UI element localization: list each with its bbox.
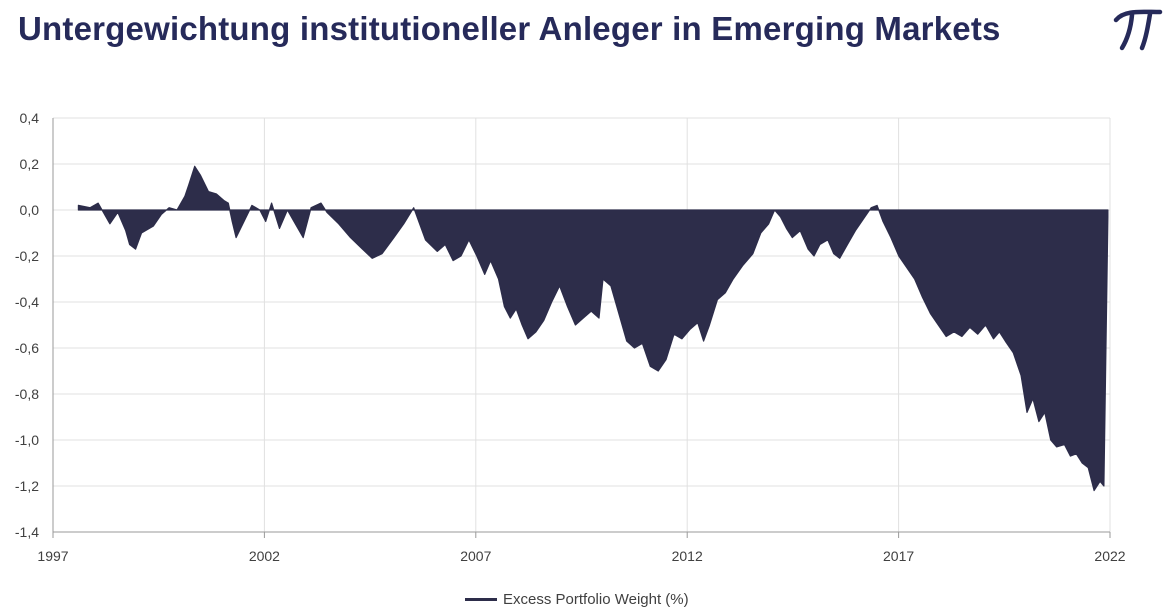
y-tick-label: 0,2 — [20, 156, 40, 172]
y-tick-label: 0,4 — [20, 110, 40, 126]
y-tick-label: -0,2 — [15, 248, 39, 264]
x-tick-label: 2022 — [1094, 548, 1125, 564]
x-tick-label: 1997 — [37, 548, 68, 564]
x-tick-label: 2007 — [460, 548, 491, 564]
y-tick-label: -0,8 — [15, 386, 39, 402]
y-tick-label: -1,2 — [15, 478, 39, 494]
y-tick-label: -0,6 — [15, 340, 39, 356]
legend: Excess Portfolio Weight (%) — [465, 589, 689, 609]
y-tick-label: 0,0 — [20, 202, 40, 218]
chart-title: Untergewichtung institutioneller Anleger… — [18, 10, 1001, 47]
series-area-excess-portfolio-weight — [77, 165, 1109, 492]
x-tick-label: 2002 — [249, 548, 280, 564]
y-tick-label: -1,0 — [15, 432, 39, 448]
x-tick-label: 2017 — [883, 548, 914, 564]
legend-label: Excess Portfolio Weight (%) — [503, 590, 689, 608]
y-tick-label: -1,4 — [15, 524, 39, 540]
pi-logo-icon — [1113, 9, 1163, 51]
x-tick-label: 2012 — [672, 548, 703, 564]
y-tick-label: -0,4 — [15, 294, 39, 310]
legend-line-swatch — [465, 597, 497, 601]
